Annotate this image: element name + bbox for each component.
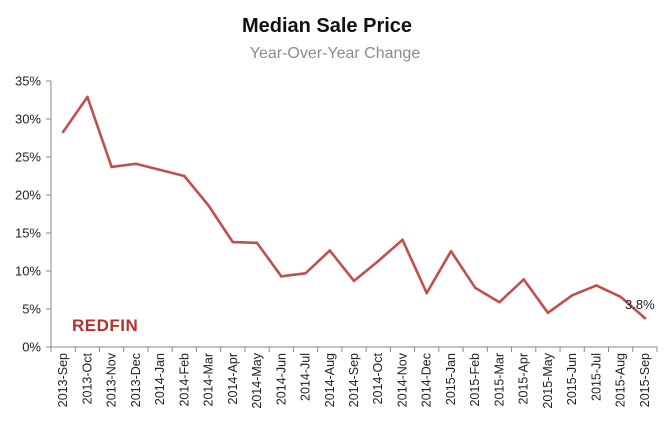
- x-tick-label: 2015-May: [541, 352, 555, 408]
- data-point: [134, 162, 138, 166]
- x-tick-label: 2015-Sep: [638, 353, 652, 407]
- data-point: [207, 204, 210, 207]
- x-tick-label: 2014-Mar: [202, 353, 216, 407]
- x-tick-label: 2013-Sep: [56, 353, 70, 407]
- y-tick-label: 5%: [22, 302, 41, 317]
- x-tick-label: 2014-May: [250, 352, 264, 408]
- data-point: [158, 168, 162, 172]
- x-tick-label: 2013-Oct: [80, 352, 94, 404]
- data-point: [376, 259, 380, 263]
- x-tick-label: 2014-Jul: [299, 353, 313, 401]
- y-tick-label: 10%: [15, 264, 41, 279]
- data-point: [643, 316, 647, 320]
- x-tick-label: 2014-Jun: [274, 353, 288, 405]
- series-group: [61, 95, 647, 320]
- data-point: [401, 238, 404, 242]
- y-tick-label: 15%: [15, 226, 41, 241]
- y-tick-label: 30%: [15, 112, 41, 127]
- x-tick-label: 2014-Dec: [420, 353, 434, 407]
- data-point: [61, 130, 65, 134]
- data-point: [473, 286, 477, 290]
- data-point: [449, 249, 453, 253]
- x-tick-label: 2014-Oct: [371, 352, 385, 404]
- data-point: [498, 300, 501, 304]
- x-tick-label: 2015-Mar: [492, 353, 506, 407]
- x-tick-label: 2014-Apr: [226, 353, 240, 404]
- x-tick-label: 2013-Nov: [105, 352, 119, 407]
- data-point: [255, 241, 259, 245]
- redfin-logo: REDFIN: [72, 316, 138, 335]
- data-point: [522, 278, 525, 281]
- data-point: [183, 174, 186, 178]
- y-axis-ticks: 0% 5% 10% 15% 20% 25% 30% 35%: [15, 74, 51, 355]
- x-tick-label: 2014-Sep: [347, 353, 361, 407]
- x-tick-label: 2014-Jan: [153, 353, 167, 405]
- x-tick-label: 2015-Aug: [614, 353, 628, 407]
- y-tick-label: 20%: [15, 188, 41, 203]
- chart-title: Median Sale Price: [242, 15, 412, 37]
- last-value-label: 3.8%: [625, 297, 655, 312]
- data-point: [86, 95, 89, 99]
- data-point: [546, 311, 550, 315]
- axes: [50, 81, 657, 348]
- data-point: [619, 295, 622, 299]
- data-point: [304, 271, 307, 275]
- x-tick-label: 2015-Feb: [468, 353, 482, 407]
- x-tick-label: 2014-Aug: [323, 353, 337, 407]
- data-point: [328, 249, 332, 252]
- data-point: [595, 284, 598, 287]
- x-tick-label: 2015-Jul: [589, 353, 603, 401]
- x-tick-label: 2014-Feb: [177, 353, 191, 407]
- data-point: [352, 279, 356, 283]
- x-tick-label: 2014-Nov: [395, 352, 409, 407]
- x-axis-ticks: 2013-Sep 2013-Oct 2013-Nov 2013-Dec 2014-Jan…: [50, 347, 658, 409]
- y-tick-label: 35%: [15, 74, 41, 89]
- x-tick-label: 2013-Dec: [129, 353, 143, 407]
- data-point: [110, 165, 113, 169]
- data-point: [231, 240, 235, 244]
- x-tick-label: 2015-Jun: [565, 353, 579, 405]
- y-tick-label: 0%: [22, 340, 41, 355]
- chart-subtitle: Year-Over-Year Change: [250, 45, 421, 62]
- data-point: [425, 291, 429, 295]
- y-tick-label: 25%: [15, 150, 41, 165]
- x-tick-label: 2015-Apr: [517, 353, 531, 404]
- data-point: [279, 275, 283, 278]
- x-tick-label: 2015-Jan: [444, 353, 458, 405]
- series-line-0: [61, 95, 647, 320]
- data-point: [570, 294, 574, 297]
